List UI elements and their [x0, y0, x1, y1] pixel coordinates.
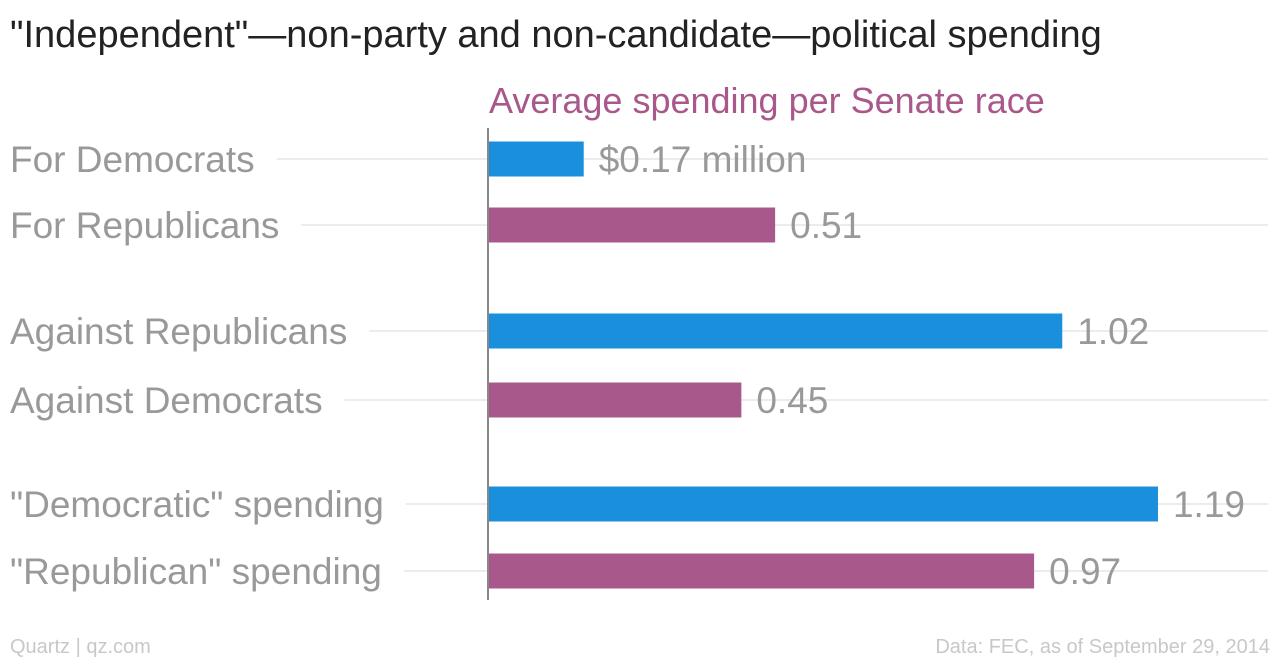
value-labels: $0.17 million 0.51 1.02 0.45 1.19 0.97	[599, 139, 1245, 592]
value-label: 0.45	[756, 380, 828, 421]
category-label: For Democrats	[10, 139, 255, 180]
category-label: Against Democrats	[10, 380, 323, 421]
footer-source-left: Quartz | qz.com	[10, 636, 151, 658]
value-label: 0.51	[790, 205, 862, 246]
bar	[488, 553, 1035, 589]
value-label: $0.17 million	[599, 139, 807, 180]
category-label: "Republican" spending	[10, 551, 382, 592]
bar	[488, 141, 584, 177]
chart-subtitle: Average spending per Senate race	[489, 80, 1045, 121]
value-label: 1.02	[1077, 311, 1149, 352]
category-label: "Democratic" spending	[10, 484, 384, 525]
bar	[488, 382, 742, 418]
bars	[488, 141, 1158, 589]
bar	[488, 486, 1158, 522]
bar	[488, 313, 1063, 349]
value-label: 0.97	[1049, 551, 1121, 592]
chart-title: "Independent"—non-party and non-candidat…	[10, 14, 1102, 56]
category-label: Against Republicans	[10, 311, 347, 352]
value-label: 1.19	[1173, 484, 1245, 525]
category-label: For Republicans	[10, 205, 279, 246]
footer-source-right: Data: FEC, as of September 29, 2014	[935, 636, 1270, 658]
category-labels: For Democrats For Republicans Against Repu…	[10, 139, 384, 592]
bar	[488, 207, 776, 243]
